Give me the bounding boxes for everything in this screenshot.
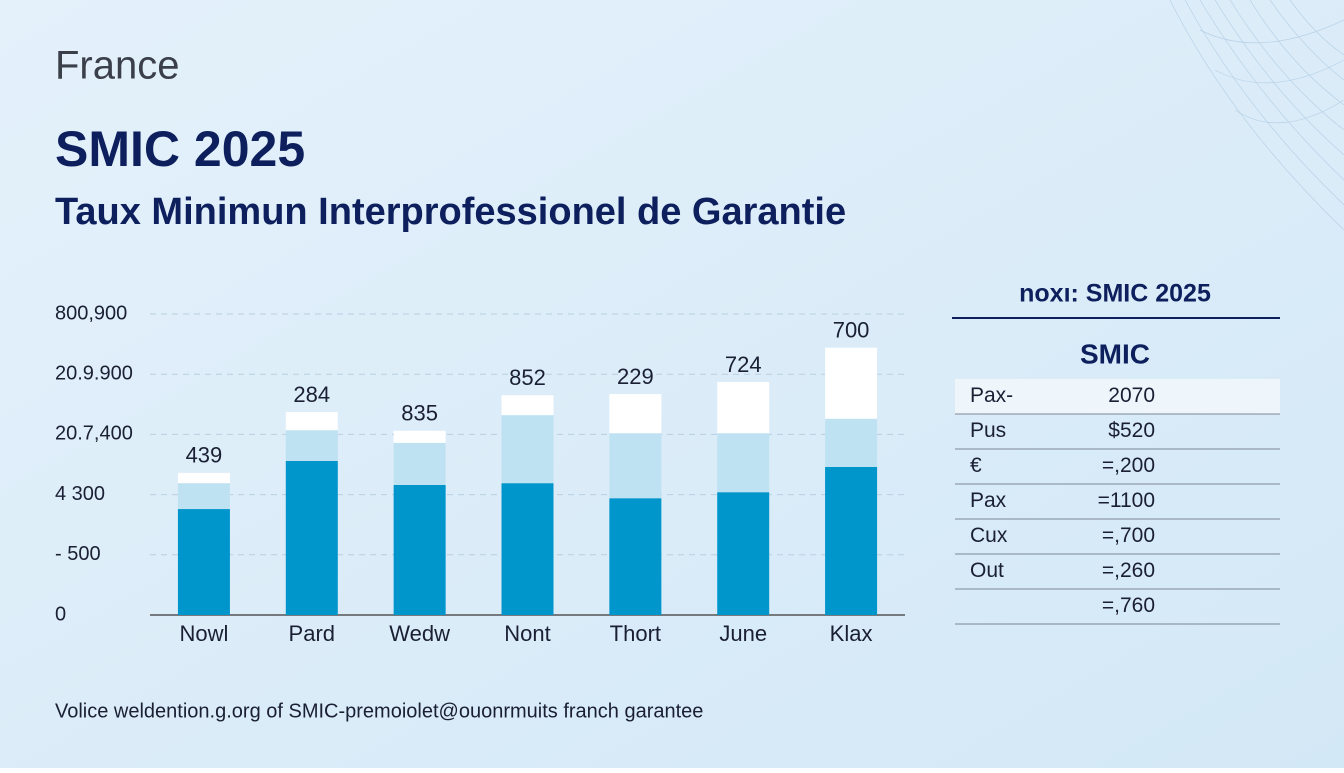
source: Volice weldention.g.org of SMIC-premoiol… (55, 700, 703, 722)
bar-segment (285, 412, 338, 431)
bar-segment (177, 483, 230, 510)
bar-segment (285, 460, 338, 615)
table-title: noxı: SMIC 2025 (1019, 280, 1211, 308)
bar-segment (393, 484, 446, 615)
table-cell: =,200 (1102, 454, 1155, 477)
table-cell: $520 (1108, 419, 1155, 442)
table-row-bg (955, 379, 1280, 414)
y-tick-label: 20.9.900 (55, 362, 133, 384)
bar-segment (177, 472, 230, 484)
table-cell: =,260 (1102, 559, 1155, 582)
table-cell: Out (970, 559, 1004, 582)
x-tick-label: Nowl (179, 621, 228, 646)
bar-annotation: 229 (617, 364, 654, 389)
bar-annotation: 852 (509, 365, 546, 390)
bar-segment (717, 382, 770, 434)
bar-segment (609, 433, 662, 499)
bar-segment (177, 509, 230, 615)
bar-segment (717, 492, 770, 615)
mesh-decoration (1169, 0, 1344, 231)
title: SMIC 2025 (55, 121, 305, 177)
bar-segment (825, 347, 878, 419)
y-tick-label: 800,900 (55, 302, 127, 324)
country: France (55, 44, 180, 88)
subtitle: Taux Minimun Interprofessionel de Garant… (55, 191, 846, 233)
table-cell: Pus (970, 419, 1006, 442)
bar-annotation: 284 (293, 382, 330, 407)
bar-segment (501, 483, 554, 615)
bar-annotation: 835 (401, 401, 438, 426)
x-tick-label: Wedw (389, 621, 450, 646)
bar-annotation: 439 (186, 443, 223, 468)
x-tick-label: Thort (610, 621, 661, 646)
table-cell: Cux (970, 524, 1008, 547)
table-cell: =,700 (1102, 524, 1155, 547)
bar-segment (609, 394, 662, 434)
x-tick-label: June (719, 621, 767, 646)
table-cell: € (970, 454, 982, 477)
table-cell: Pax (970, 489, 1007, 512)
bar-segment (825, 418, 878, 467)
table-cell: Pax- (970, 384, 1013, 407)
table-cell: =,760 (1102, 594, 1155, 617)
bar-annotation: 700 (833, 318, 870, 343)
bar-segment (825, 466, 878, 615)
x-tick-label: Klax (830, 621, 873, 646)
table-cell: 2070 (1108, 384, 1155, 407)
bar-segment (393, 442, 446, 485)
x-tick-label: Nont (504, 621, 550, 646)
y-tick-label: 20.7,400 (55, 423, 133, 445)
bar-segment (285, 430, 338, 461)
bar-segment (501, 415, 554, 484)
y-tick-label: - 500 (55, 543, 101, 565)
bar-annotation: 724 (725, 352, 762, 377)
x-tick-label: Pard (289, 621, 335, 646)
table-cell: =1100 (1098, 489, 1155, 512)
bar-segment (393, 430, 446, 443)
y-tick-label: 4 300 (55, 483, 105, 505)
y-tick-label: 0 (55, 603, 66, 625)
table-header: SMIC (1080, 338, 1150, 369)
bar-segment (717, 433, 770, 493)
bar-segment (501, 395, 554, 416)
bar-segment (609, 498, 662, 615)
